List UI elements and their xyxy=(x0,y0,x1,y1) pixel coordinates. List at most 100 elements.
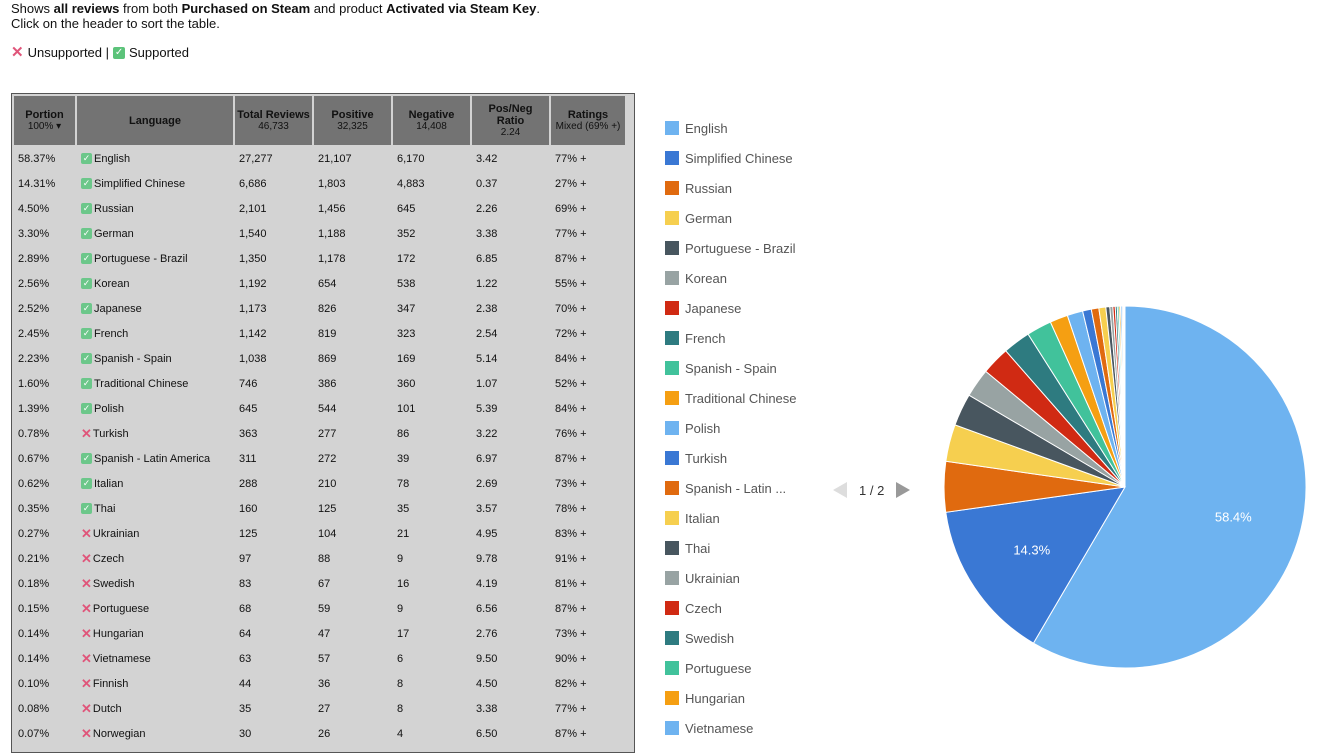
legend-swatch xyxy=(665,631,679,645)
cell-language: ✓ Spanish - Latin America xyxy=(77,447,233,470)
cell-total: 1,540 xyxy=(239,227,267,240)
cell-ratio: 6.97 xyxy=(476,452,498,465)
supported-check-icon: ✓ xyxy=(113,46,126,59)
cell-rating: 27% + xyxy=(555,177,587,190)
header-ratings[interactable]: Ratings Mixed (69% +) xyxy=(551,96,625,145)
legend-item[interactable]: Vietnamese xyxy=(665,713,797,743)
header-pos-neg-ratio[interactable]: Pos/Neg Ratio 2.24 xyxy=(472,96,549,145)
cell-total: 30 xyxy=(239,727,252,740)
cell-negative: 4 xyxy=(397,727,404,740)
legend-swatch xyxy=(665,691,679,705)
language-name: Polish xyxy=(94,402,124,415)
header-negative[interactable]: Negative 14,408 xyxy=(393,96,470,145)
table-body: 58.37% ✓ English 27,277 21,107 6,170 3.42 77% +… xyxy=(14,147,625,745)
legend-item[interactable]: Japanese xyxy=(665,293,797,323)
supported-check-icon: ✓ xyxy=(81,353,92,364)
legend-item[interactable]: French xyxy=(665,323,797,353)
legend-item[interactable]: German xyxy=(665,203,797,233)
cell-portion: 0.10% xyxy=(18,677,50,690)
cell-language: ✓ Portuguese - Brazil xyxy=(77,247,233,270)
legend-item[interactable]: Spanish - Latin ... xyxy=(665,473,797,503)
legend-item[interactable]: English xyxy=(665,113,797,143)
legend-item[interactable]: Italian xyxy=(665,503,797,533)
legend-item[interactable]: Ukrainian xyxy=(665,563,797,593)
cell-negative: 35 xyxy=(397,502,410,515)
legend-label: Hungarian xyxy=(685,690,745,706)
cell-positive: 819 xyxy=(318,327,337,340)
unsupported-x-icon: ✕ xyxy=(81,701,92,716)
cell-rating: 90% + xyxy=(555,652,587,665)
cell-rating: 69% + xyxy=(555,202,587,215)
table-row: 0.67% ✓ Spanish - Latin America 311 272 39 6.9… xyxy=(14,447,625,470)
cell-positive: 386 xyxy=(318,377,337,390)
language-name: French xyxy=(94,327,129,340)
cell-total: 311 xyxy=(239,452,257,465)
cell-negative: 39 xyxy=(397,452,410,465)
legend-prev-arrow-icon[interactable] xyxy=(833,482,847,498)
legend-label: German xyxy=(685,210,732,226)
cell-language: ✓ French xyxy=(77,322,233,345)
cell-portion: 2.52% xyxy=(18,302,50,315)
pie-slice-simplified-chinese[interactable] xyxy=(945,486,1126,644)
legend-item[interactable]: Polish xyxy=(665,413,797,443)
pie-slice-english[interactable] xyxy=(1032,305,1307,669)
legend-item[interactable]: Portuguese - Brazil xyxy=(665,233,797,263)
legend-item[interactable]: Korean xyxy=(665,263,797,293)
header-total-reviews[interactable]: Total Reviews 46,733 xyxy=(235,96,312,145)
legend-swatch xyxy=(665,451,679,465)
legend-item[interactable]: Spanish - Spain xyxy=(665,353,797,383)
header-portion[interactable]: Portion 100% ▾ xyxy=(14,96,75,145)
cell-ratio: 3.38 xyxy=(476,702,498,715)
cell-language: ✓ English xyxy=(77,147,233,170)
supported-check-icon: ✓ xyxy=(81,403,92,414)
legend-item[interactable]: Russian xyxy=(665,173,797,203)
cell-portion: 0.08% xyxy=(18,702,50,715)
legend-label: English xyxy=(685,120,728,136)
legend-swatch xyxy=(665,331,679,345)
legend-next-arrow-icon[interactable] xyxy=(896,482,911,498)
legend-label: Swedish xyxy=(685,630,735,646)
supported-check-icon: ✓ xyxy=(81,278,92,289)
legend-item[interactable]: Hungarian xyxy=(665,683,797,713)
pie-slice-norwegian[interactable] xyxy=(1123,305,1126,488)
intro-text: Shows all reviews from both Purchased on… xyxy=(11,1,540,31)
language-name: Traditional Chinese xyxy=(94,377,189,390)
legend-item[interactable]: Turkish xyxy=(665,443,797,473)
cell-rating: 84% + xyxy=(555,402,587,415)
cell-portion: 0.78% xyxy=(18,427,50,440)
cell-language: ✕ Portuguese xyxy=(77,597,233,620)
language-name: Russian xyxy=(94,202,134,215)
header-language[interactable]: Language xyxy=(77,96,233,145)
cell-ratio: 6.85 xyxy=(476,252,498,265)
legend-label: Portuguese - Brazil xyxy=(685,240,796,256)
legend-item[interactable]: Swedish xyxy=(665,623,797,653)
header-positive[interactable]: Positive 32,325 xyxy=(314,96,391,145)
legend-swatch xyxy=(665,481,679,495)
language-name: Norwegian xyxy=(92,727,146,740)
legend-item[interactable]: Thai xyxy=(665,533,797,563)
cell-language: ✕ Ukrainian xyxy=(77,522,233,545)
cell-ratio: 5.14 xyxy=(476,352,498,365)
cell-ratio: 4.50 xyxy=(476,677,498,690)
cell-negative: 9 xyxy=(397,552,404,565)
cell-ratio: 6.56 xyxy=(476,602,498,615)
language-name: Spanish - Latin America xyxy=(94,452,211,465)
legend-page-indicator: 1 / 2 xyxy=(859,482,885,498)
language-name: Swedish xyxy=(92,577,135,590)
cell-portion: 0.15% xyxy=(18,602,50,615)
cell-portion: 3.30% xyxy=(18,227,50,240)
language-name: Italian xyxy=(94,477,124,490)
legend-item[interactable]: Traditional Chinese xyxy=(665,383,797,413)
table-row: 1.39% ✓ Polish 645 544 101 5.39 84% + xyxy=(14,397,625,420)
cell-language: ✕ Czech xyxy=(77,547,233,570)
legend-item[interactable]: Simplified Chinese xyxy=(665,143,797,173)
legend-item[interactable]: Portuguese xyxy=(665,653,797,683)
cell-negative: 8 xyxy=(397,702,404,715)
cell-rating: 81% + xyxy=(555,577,587,590)
cell-rating: 91% + xyxy=(555,552,587,565)
legend-swatch xyxy=(665,541,679,555)
cell-positive: 59 xyxy=(318,602,331,615)
cell-ratio: 9.50 xyxy=(476,652,498,665)
legend-item[interactable]: Czech xyxy=(665,593,797,623)
legend-label: Traditional Chinese xyxy=(685,390,797,406)
